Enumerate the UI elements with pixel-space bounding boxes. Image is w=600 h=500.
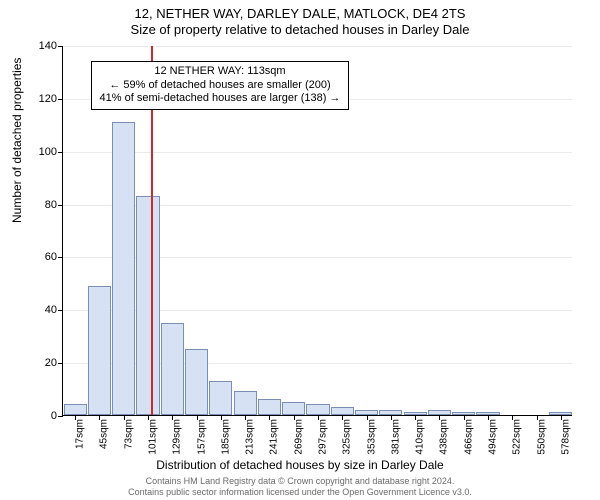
x-tick-label: 381sqm <box>390 419 401 455</box>
x-tick-label: 185sqm <box>220 419 231 455</box>
histogram-bar <box>258 399 281 415</box>
x-tick-label: 353sqm <box>366 419 377 455</box>
histogram-bar <box>209 381 232 415</box>
x-tick-label: 213sqm <box>245 419 256 455</box>
footer-line1: Contains HM Land Registry data © Crown c… <box>0 476 600 487</box>
footer-line2: Contains public sector information licen… <box>0 487 600 498</box>
y-tick-mark <box>58 152 63 153</box>
x-tick-label: 494sqm <box>488 419 499 455</box>
x-tick-label: 101sqm <box>148 419 159 455</box>
annotation-box: 12 NETHER WAY: 113sqm ← 59% of detached … <box>91 61 350 110</box>
annotation-line1: 12 NETHER WAY: 113sqm <box>100 65 341 79</box>
title-block: 12, NETHER WAY, DARLEY DALE, MATLOCK, DE… <box>0 0 600 39</box>
histogram-bar <box>161 323 184 416</box>
x-tick-label: 578sqm <box>560 419 571 455</box>
x-axis-label: Distribution of detached houses by size … <box>0 458 600 472</box>
y-tick-mark <box>58 310 63 311</box>
histogram-bar <box>282 402 305 415</box>
x-tick-label: 73sqm <box>123 419 134 449</box>
histogram-bar <box>185 349 208 415</box>
x-tick-label: 241sqm <box>269 419 280 455</box>
histogram-bar <box>234 391 257 415</box>
gridline <box>63 152 572 153</box>
y-tick-mark <box>58 363 63 364</box>
x-tick-label: 438sqm <box>439 419 450 455</box>
plot-area: 02040608010012014017sqm45sqm73sqm101sqm1… <box>62 46 572 416</box>
histogram-bar <box>112 122 135 415</box>
x-tick-label: 157sqm <box>196 419 207 455</box>
annotation-line3: 41% of semi-detached houses are larger (… <box>100 92 341 106</box>
x-tick-label: 17sqm <box>75 419 86 449</box>
chart-title-desc: Size of property relative to detached ho… <box>0 22 600 38</box>
x-tick-label: 269sqm <box>293 419 304 455</box>
y-tick-mark <box>58 257 63 258</box>
x-tick-label: 325sqm <box>342 419 353 455</box>
annotation-line2: ← 59% of detached houses are smaller (20… <box>100 79 341 93</box>
y-axis-label: Number of detached properties <box>10 58 24 223</box>
x-tick-label: 410sqm <box>415 419 426 455</box>
footer-attribution: Contains HM Land Registry data © Crown c… <box>0 476 600 498</box>
x-tick-label: 550sqm <box>536 419 547 455</box>
x-tick-label: 129sqm <box>172 419 183 455</box>
y-tick-mark <box>58 416 63 417</box>
x-tick-label: 45sqm <box>99 419 110 449</box>
gridline <box>63 46 572 47</box>
y-tick-mark <box>58 99 63 100</box>
histogram-bar <box>136 196 159 415</box>
histogram-bar <box>306 404 329 415</box>
x-tick-label: 466sqm <box>463 419 474 455</box>
histogram-bar <box>88 286 111 416</box>
y-tick-mark <box>58 46 63 47</box>
histogram-bar <box>331 407 354 415</box>
chart-title-address: 12, NETHER WAY, DARLEY DALE, MATLOCK, DE… <box>0 6 600 22</box>
x-tick-label: 297sqm <box>318 419 329 455</box>
histogram-bar <box>64 404 87 415</box>
x-tick-label: 522sqm <box>512 419 523 455</box>
chart-container: 12, NETHER WAY, DARLEY DALE, MATLOCK, DE… <box>0 0 600 500</box>
y-tick-mark <box>58 205 63 206</box>
